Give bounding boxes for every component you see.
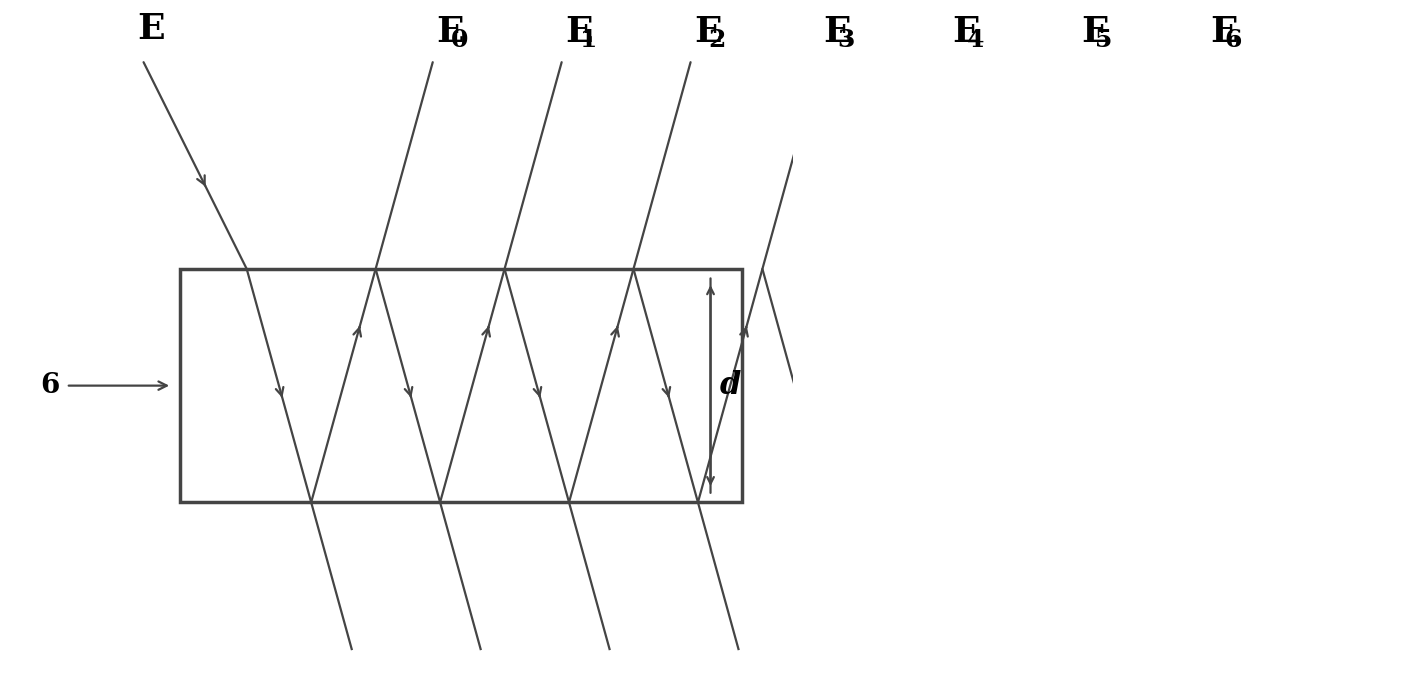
Text: 2: 2 <box>708 29 727 52</box>
Text: E: E <box>138 12 165 45</box>
Text: E: E <box>566 15 593 49</box>
Text: E: E <box>823 15 850 49</box>
Text: 4: 4 <box>967 29 984 52</box>
Text: E: E <box>694 15 722 49</box>
Text: E: E <box>1081 15 1109 49</box>
Text: 0: 0 <box>451 29 468 52</box>
Text: 6: 6 <box>1224 29 1241 52</box>
Text: E: E <box>437 15 465 49</box>
Text: E: E <box>953 15 980 49</box>
Text: 1: 1 <box>580 29 597 52</box>
Text: d: d <box>720 370 741 401</box>
Text: 6: 6 <box>40 372 60 399</box>
Text: 5: 5 <box>1095 29 1113 52</box>
Text: E: E <box>1210 15 1237 49</box>
Text: 3: 3 <box>838 29 855 52</box>
